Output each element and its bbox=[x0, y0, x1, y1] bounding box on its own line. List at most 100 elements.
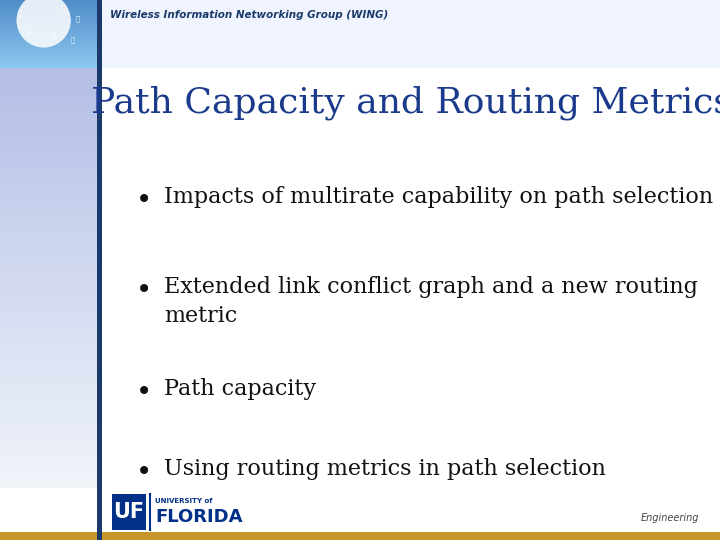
Bar bbox=[0, 131, 97, 135]
Bar bbox=[0, 55, 97, 56]
Bar bbox=[0, 190, 97, 194]
Bar bbox=[0, 59, 97, 60]
Bar bbox=[0, 471, 97, 475]
Bar bbox=[0, 97, 97, 102]
Bar bbox=[0, 291, 97, 295]
Text: Extended link conflict graph and a new routing
metric: Extended link conflict graph and a new r… bbox=[164, 276, 698, 327]
Bar bbox=[0, 24, 97, 25]
Bar bbox=[0, 10, 97, 11]
Bar bbox=[0, 219, 97, 224]
Bar bbox=[0, 366, 97, 370]
Bar bbox=[0, 37, 97, 38]
Bar bbox=[0, 3, 97, 4]
Bar bbox=[0, 379, 97, 383]
Bar bbox=[0, 19, 97, 21]
Text: 〜: 〜 bbox=[71, 36, 75, 43]
Bar bbox=[0, 80, 97, 85]
Text: 〜: 〜 bbox=[27, 25, 31, 32]
Bar bbox=[0, 413, 97, 416]
Text: •: • bbox=[136, 378, 152, 406]
Bar bbox=[0, 303, 97, 307]
Bar bbox=[0, 53, 97, 55]
Bar bbox=[0, 425, 97, 429]
Text: •: • bbox=[136, 458, 152, 486]
Bar bbox=[0, 148, 97, 152]
Bar bbox=[0, 61, 97, 62]
Text: 〜: 〜 bbox=[76, 16, 80, 22]
Text: 〜: 〜 bbox=[17, 9, 22, 16]
Bar bbox=[0, 62, 97, 64]
Bar bbox=[0, 33, 97, 34]
Bar bbox=[0, 232, 97, 236]
Bar bbox=[112, 494, 146, 530]
Bar bbox=[0, 333, 97, 337]
Bar bbox=[0, 416, 97, 421]
Bar bbox=[0, 484, 97, 488]
Text: 〜: 〜 bbox=[61, 5, 66, 11]
Bar bbox=[0, 23, 97, 24]
Bar bbox=[0, 253, 97, 257]
Bar bbox=[0, 26, 97, 27]
Bar bbox=[0, 58, 97, 59]
Bar bbox=[0, 269, 97, 274]
Bar bbox=[0, 211, 97, 215]
Bar bbox=[0, 324, 97, 328]
Bar bbox=[0, 41, 97, 42]
Text: UNIVERSITY of: UNIVERSITY of bbox=[156, 498, 212, 504]
Bar bbox=[0, 316, 97, 320]
Bar bbox=[0, 44, 97, 45]
Bar bbox=[0, 27, 97, 28]
Text: •: • bbox=[136, 276, 152, 304]
Bar bbox=[0, 72, 97, 76]
Bar bbox=[0, 45, 97, 46]
Bar bbox=[0, 114, 97, 118]
Bar bbox=[0, 408, 97, 413]
Bar bbox=[0, 328, 97, 333]
Bar bbox=[0, 32, 97, 33]
Bar bbox=[0, 278, 97, 282]
Bar bbox=[0, 240, 97, 245]
Bar bbox=[0, 118, 97, 123]
Bar bbox=[0, 34, 97, 35]
Bar bbox=[0, 194, 97, 198]
Bar bbox=[0, 227, 97, 232]
Bar bbox=[0, 65, 97, 66]
Bar bbox=[0, 21, 97, 22]
Bar bbox=[0, 17, 97, 18]
Bar bbox=[0, 248, 97, 253]
Bar bbox=[0, 467, 97, 471]
Bar bbox=[0, 354, 97, 358]
Bar bbox=[0, 299, 97, 303]
Text: Path capacity: Path capacity bbox=[164, 378, 316, 400]
Bar bbox=[0, 181, 97, 186]
Bar bbox=[0, 48, 97, 49]
Bar bbox=[0, 207, 97, 211]
Bar bbox=[0, 160, 97, 165]
Bar bbox=[0, 123, 97, 127]
Text: Impacts of multirate capability on path selection: Impacts of multirate capability on path … bbox=[164, 186, 713, 208]
Bar bbox=[0, 11, 97, 12]
Bar bbox=[0, 383, 97, 387]
Bar bbox=[0, 450, 97, 454]
Bar bbox=[0, 30, 97, 31]
Text: Wireless Information Networking Group (WING): Wireless Information Networking Group (W… bbox=[110, 10, 388, 20]
Bar bbox=[102, 68, 720, 540]
Bar bbox=[0, 429, 97, 434]
Bar bbox=[0, 38, 97, 39]
Bar bbox=[0, 169, 97, 173]
Bar bbox=[0, 320, 97, 324]
Bar bbox=[0, 454, 97, 458]
Bar bbox=[0, 1, 97, 2]
Bar bbox=[0, 39, 97, 41]
Bar bbox=[0, 46, 97, 48]
Circle shape bbox=[17, 0, 71, 48]
Bar bbox=[0, 5, 97, 7]
Bar bbox=[0, 67, 97, 68]
Bar bbox=[0, 52, 97, 53]
Bar bbox=[0, 421, 97, 425]
Bar bbox=[0, 16, 97, 17]
Bar bbox=[0, 15, 97, 16]
Bar bbox=[0, 475, 97, 480]
Bar bbox=[0, 60, 97, 61]
Bar bbox=[0, 337, 97, 341]
